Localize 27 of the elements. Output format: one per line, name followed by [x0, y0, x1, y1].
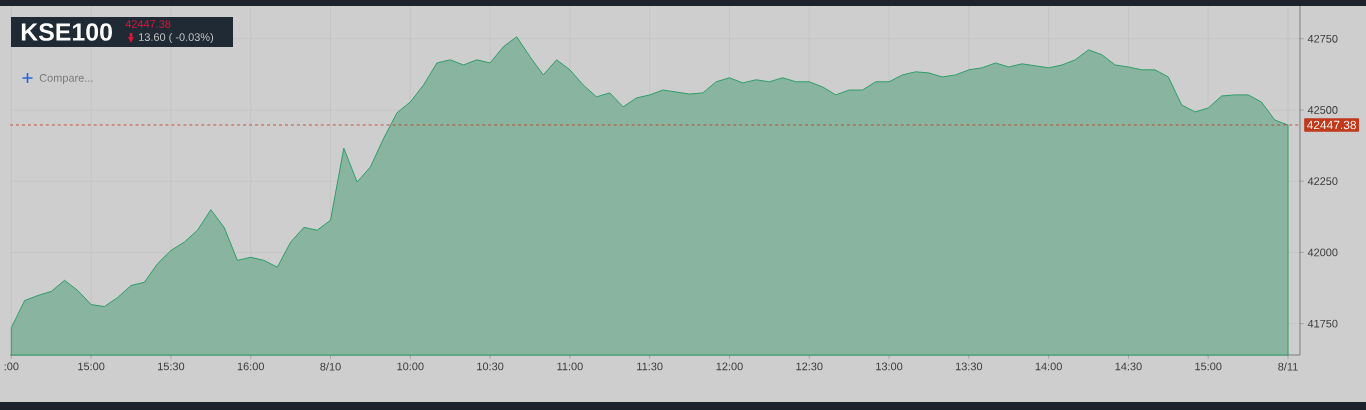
x-tick-label: 13:30 — [955, 362, 983, 371]
x-tick-label: 14:30 — [1115, 362, 1142, 371]
x-tick-label: 15:00 — [1195, 362, 1222, 371]
x-tick-label: 14:00 — [1035, 362, 1062, 371]
y-tick-label: 42500 — [1307, 106, 1338, 114]
y-tick-label: 42750 — [1307, 34, 1338, 43]
annotation: Compare... — [39, 74, 93, 84]
x-tick-label: 11:30 — [637, 362, 663, 371]
x-tick-label: 13:00 — [876, 362, 903, 371]
x-tick-label: 11:00 — [557, 362, 583, 371]
text: 42447.38 — [125, 20, 171, 28]
x-tick-label: 12:00 — [716, 362, 743, 371]
annotation: 13.60 ( -0.03%) — [139, 32, 214, 44]
x-tick-label: :00 — [4, 362, 19, 371]
ref-line-label: 42447.38 — [1306, 120, 1357, 130]
x-tick-label: 12:30 — [796, 362, 823, 371]
x-tick-label: 10:30 — [477, 362, 504, 371]
x-tick-label: 15:00 — [78, 362, 105, 371]
text: KSE100 — [21, 23, 112, 41]
x-tick-label: 15:30 — [158, 362, 185, 371]
x-tick-label: 10:00 — [397, 362, 424, 371]
y-tick-label: 41750 — [1307, 319, 1338, 328]
x-tick-label: 8/10 — [320, 362, 341, 371]
y-tick-label: 42000 — [1307, 248, 1338, 257]
x-tick-label: 16:00 — [237, 362, 264, 371]
x-tick-label: 8/11 — [1278, 362, 1298, 371]
y-tick-label: 42250 — [1307, 177, 1338, 186]
